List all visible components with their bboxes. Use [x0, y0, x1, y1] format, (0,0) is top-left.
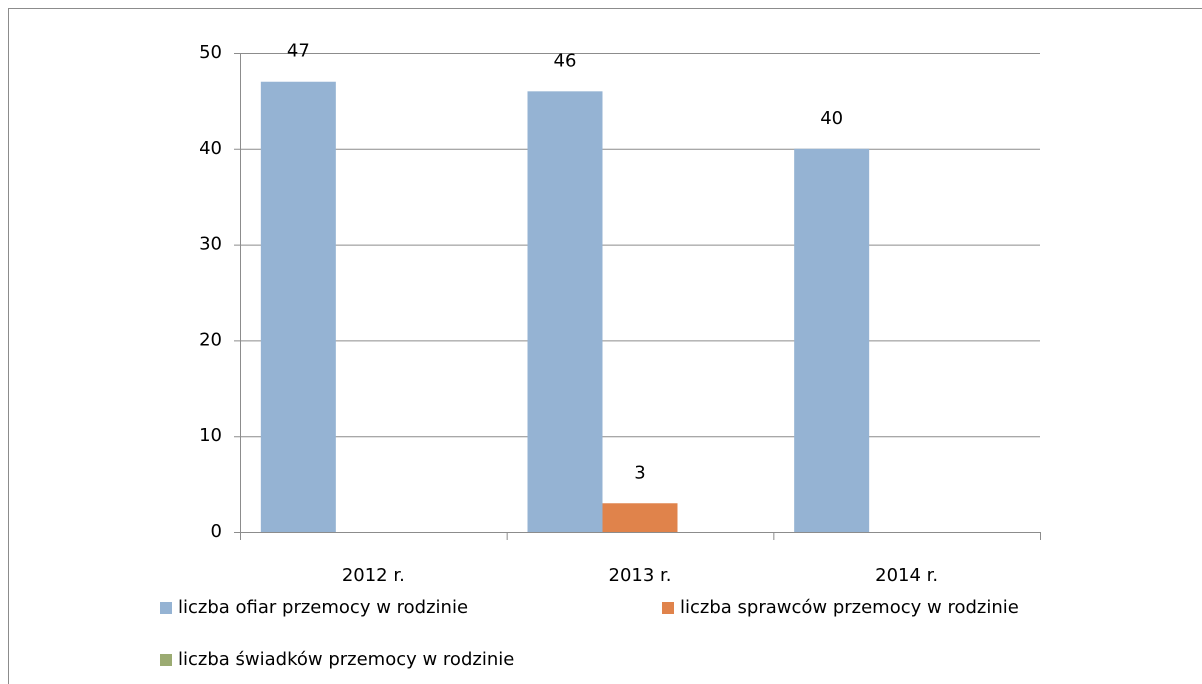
chart-frame — [8, 8, 1202, 684]
bar — [794, 148, 870, 533]
legend-swatch — [160, 654, 172, 666]
y-tick-label: 0 — [211, 521, 222, 542]
legend-label: liczba ofiar przemocy w rodzinie — [178, 597, 468, 618]
x-tick-label: 2014 r. — [875, 565, 938, 586]
legend-label: liczba świadków przemocy w rodzinie — [178, 649, 514, 670]
bar — [260, 81, 336, 533]
legend-swatch — [160, 602, 172, 614]
legend-label: liczba sprawców przemocy w rodzinie — [680, 597, 1019, 618]
y-tick-label: 10 — [199, 425, 222, 446]
x-tick-label: 2012 r. — [342, 565, 405, 586]
bar — [602, 503, 678, 532]
y-tick-label: 40 — [199, 138, 222, 159]
data-label: 46 — [554, 50, 577, 71]
data-label: 3 — [634, 462, 645, 483]
y-tick-label: 20 — [199, 329, 222, 350]
x-tick-label: 2013 r. — [609, 565, 672, 586]
bar — [527, 91, 603, 532]
data-label: 40 — [820, 108, 843, 129]
legend-swatch — [662, 602, 674, 614]
y-tick-label: 50 — [199, 42, 222, 63]
data-label: 47 — [287, 41, 310, 62]
y-tick-label: 30 — [199, 234, 222, 255]
